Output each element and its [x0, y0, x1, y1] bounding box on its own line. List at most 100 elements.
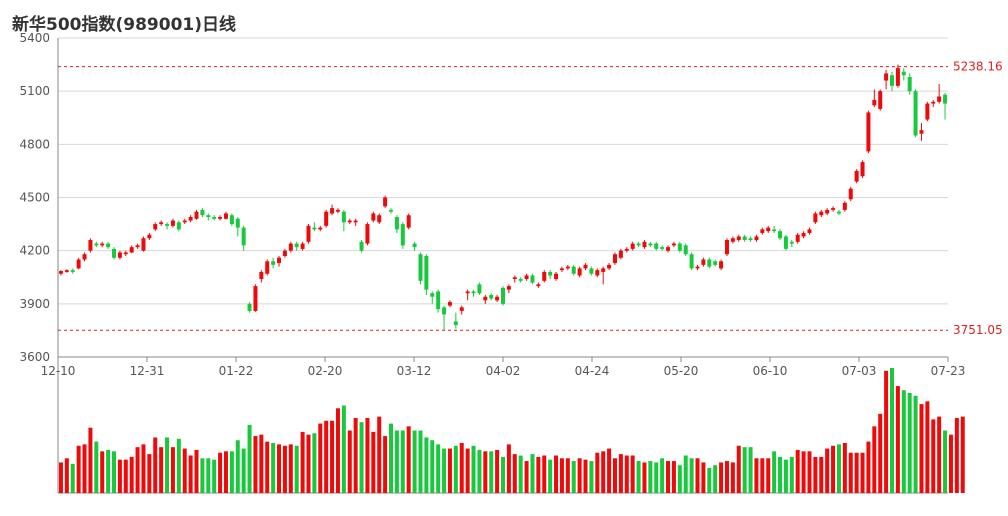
candle-body: [925, 103, 930, 120]
volume-bar: [730, 462, 735, 493]
volume-bar: [436, 444, 441, 493]
volume-bar: [701, 462, 706, 493]
candle-body: [159, 222, 164, 225]
volume-bar: [94, 441, 99, 493]
volume-bar: [165, 437, 170, 493]
volume-bar: [554, 455, 559, 493]
candle-body: [772, 229, 777, 232]
volume-bar: [153, 437, 158, 493]
volume-bar: [689, 458, 694, 493]
candle-body: [866, 112, 871, 152]
volume-bar: [223, 451, 228, 493]
volume-bar: [389, 423, 394, 493]
candle-body: [636, 243, 641, 246]
volume-bar: [506, 444, 511, 493]
candle-body: [459, 307, 464, 311]
volume-bar: [778, 456, 783, 493]
candle-body: [400, 224, 405, 246]
candle-body: [825, 209, 830, 214]
volume-bar: [347, 430, 352, 493]
volume-bar: [182, 448, 187, 493]
volume-bar: [318, 423, 323, 493]
volume-bar: [742, 447, 747, 493]
volume-bar: [447, 448, 452, 493]
volume-bar: [341, 405, 346, 493]
candle-body: [94, 243, 99, 246]
candle-body: [872, 100, 877, 106]
candle-body: [630, 243, 635, 249]
volume-bar: [671, 461, 676, 493]
candle-body: [742, 236, 747, 241]
volume-bar: [288, 444, 293, 493]
candle-body: [436, 291, 441, 310]
volume-bar: [960, 416, 965, 493]
volume-bar: [801, 451, 806, 493]
volume-bar: [736, 445, 741, 493]
candle-body: [760, 229, 765, 233]
x-tick-label: 02-20: [308, 364, 343, 378]
candle-body: [394, 216, 399, 230]
x-tick-label: 03-12: [397, 364, 432, 378]
y-tick-label: 3900: [19, 297, 50, 311]
grid-lines: [58, 37, 948, 358]
candle-body: [306, 225, 311, 242]
volume-bar: [807, 451, 812, 493]
candle-body: [312, 227, 317, 230]
candle-body: [330, 208, 335, 214]
candle-body: [677, 243, 682, 251]
volume-bar: [512, 454, 517, 493]
candle-body: [736, 236, 741, 241]
volume-bar: [500, 456, 506, 493]
volume-bar: [530, 454, 535, 493]
volume-bar: [259, 434, 264, 493]
volume-bar: [548, 459, 553, 493]
x-tick-label: 06-10: [753, 364, 788, 378]
candle-body: [247, 303, 252, 311]
candle-body: [212, 216, 217, 219]
candle-body: [654, 243, 659, 249]
volume-bar: [636, 461, 641, 493]
candle-body: [642, 241, 647, 248]
candle-body: [106, 243, 111, 248]
volume-bar: [612, 458, 617, 493]
candle-body: [206, 215, 211, 217]
volume-bar: [212, 459, 217, 493]
candle-body: [335, 209, 340, 212]
candle-body: [895, 68, 900, 86]
volume-bar: [836, 444, 841, 493]
candle-body: [831, 208, 836, 210]
volume-bar: [123, 459, 128, 493]
candle-body: [848, 188, 853, 200]
volume-bar: [766, 458, 771, 493]
volume-bar: [789, 456, 794, 493]
volume-bar: [648, 461, 653, 493]
volume-bar: [159, 447, 164, 493]
candle-body: [58, 271, 63, 274]
volume-bar: [524, 461, 529, 493]
volume-bar: [948, 434, 953, 493]
x-tick-label: 12-31: [130, 364, 165, 378]
volume-bar: [282, 445, 287, 493]
volume-bar: [465, 448, 470, 493]
volume-bar: [294, 445, 299, 493]
volume-bar: [471, 445, 476, 493]
volume-bar: [82, 444, 87, 493]
y-tick-labels: 3600 3900 4200 4500 4800 5100 5400: [19, 31, 50, 364]
volume-bar: [424, 437, 429, 493]
volume-bar: [884, 370, 889, 493]
volume-bar: [518, 455, 523, 493]
candle-body: [353, 220, 358, 223]
volume-bar: [683, 455, 688, 493]
y-tick-label: 3600: [19, 350, 50, 364]
candle-body: [937, 96, 942, 102]
volume-bar: [724, 461, 729, 493]
volume-bar: [654, 462, 659, 493]
volume-bar: [601, 451, 606, 493]
candle-body: [842, 202, 847, 210]
candle-body: [341, 211, 346, 223]
volume-bar: [135, 447, 140, 493]
candle-body: [854, 170, 859, 182]
candle-body: [76, 259, 81, 269]
x-tick-label: 01-22: [219, 364, 254, 378]
